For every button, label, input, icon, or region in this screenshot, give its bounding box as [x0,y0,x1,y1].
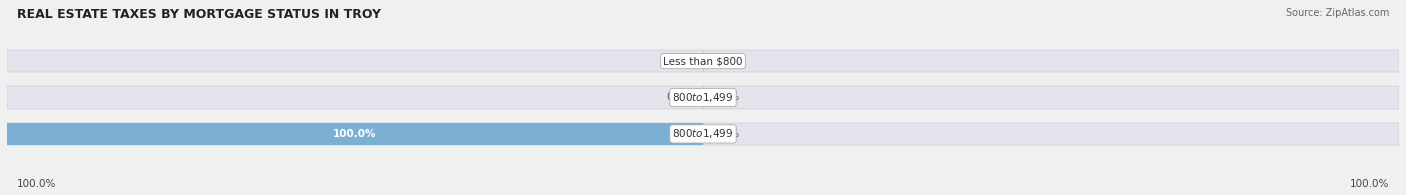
Bar [7,50,703,72]
Text: $800 to $1,499: $800 to $1,499 [672,91,734,104]
Text: 0.0%: 0.0% [713,129,740,139]
Text: 0.0%: 0.0% [713,92,740,103]
Text: 100.0%: 100.0% [17,179,56,189]
Text: REAL ESTATE TAXES BY MORTGAGE STATUS IN TROY: REAL ESTATE TAXES BY MORTGAGE STATUS IN … [17,8,381,21]
Text: 0.0%: 0.0% [713,56,740,66]
Text: 0.0%: 0.0% [666,56,693,66]
Bar [703,86,1399,109]
Text: $800 to $1,499: $800 to $1,499 [672,127,734,140]
Bar [703,50,1399,72]
Bar [7,86,703,109]
Text: Source: ZipAtlas.com: Source: ZipAtlas.com [1285,8,1389,18]
Bar [703,123,1399,145]
Text: 100.0%: 100.0% [333,129,377,139]
Bar [7,123,703,145]
Text: 0.0%: 0.0% [666,92,693,103]
Text: Less than $800: Less than $800 [664,56,742,66]
Bar [7,123,703,145]
Text: 100.0%: 100.0% [1350,179,1389,189]
